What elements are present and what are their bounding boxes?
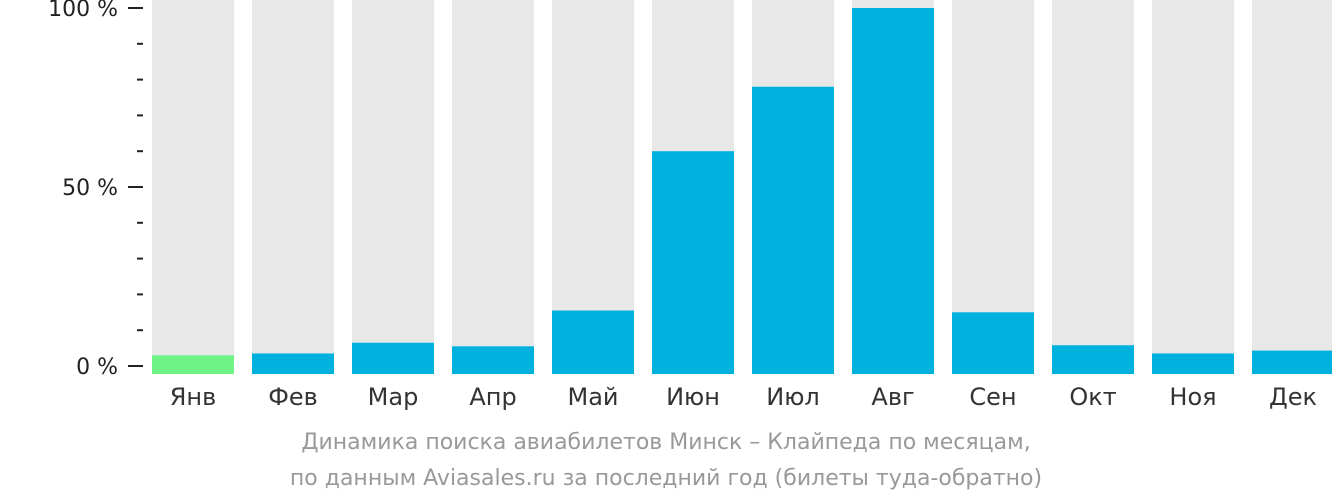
bar-track <box>452 0 534 374</box>
x-tick-label: Авг <box>871 383 914 411</box>
bar-track <box>252 0 334 374</box>
y-axis: 0 % 50 % 100 % <box>48 0 143 380</box>
bar-8 <box>852 8 934 374</box>
bar-5 <box>552 310 634 374</box>
bar-track <box>352 0 434 374</box>
chart-caption-line-2: по данным Aviasales.ru за последний год … <box>289 466 1043 491</box>
y-tick-label: 50 % <box>62 176 118 201</box>
bar-track <box>1252 0 1332 374</box>
x-tick-label: Сен <box>969 383 1016 411</box>
x-tick-label: Дек <box>1269 383 1317 411</box>
bar-11 <box>1152 353 1234 374</box>
x-tick-label: Мар <box>368 383 419 411</box>
bar-3 <box>352 342 434 374</box>
bar-1 <box>152 355 234 374</box>
x-tick-label: Окт <box>1069 383 1116 411</box>
x-tick-label: Июл <box>766 383 820 411</box>
x-tick-label: Май <box>567 383 618 411</box>
chart-caption-line-1: Динамика поиска авиабилетов Минск – Клай… <box>301 430 1031 455</box>
bar-track <box>1052 0 1134 374</box>
x-tick-label: Ноя <box>1169 383 1216 411</box>
x-axis-labels: Янв Фев Мар Апр Май Июн Июл Авг Сен Окт Ноя Дек <box>170 383 1317 411</box>
bar-4 <box>452 346 534 374</box>
x-tick-label: Янв <box>170 383 217 411</box>
bar-2 <box>252 353 334 374</box>
y-tick-label: 100 % <box>48 0 118 22</box>
x-tick-label: Фев <box>268 383 318 411</box>
bar-7 <box>752 86 834 374</box>
bar-9 <box>952 312 1034 374</box>
bar-track <box>952 0 1034 374</box>
bar-10 <box>1052 345 1134 374</box>
bars-group <box>152 0 1332 374</box>
x-tick-label: Июн <box>666 383 720 411</box>
x-tick-label: Апр <box>469 383 516 411</box>
bar-track <box>152 0 234 374</box>
y-tick-label: 0 % <box>76 355 118 380</box>
bar-6 <box>652 151 734 374</box>
bar-12 <box>1252 350 1332 374</box>
bar-track <box>1152 0 1234 374</box>
